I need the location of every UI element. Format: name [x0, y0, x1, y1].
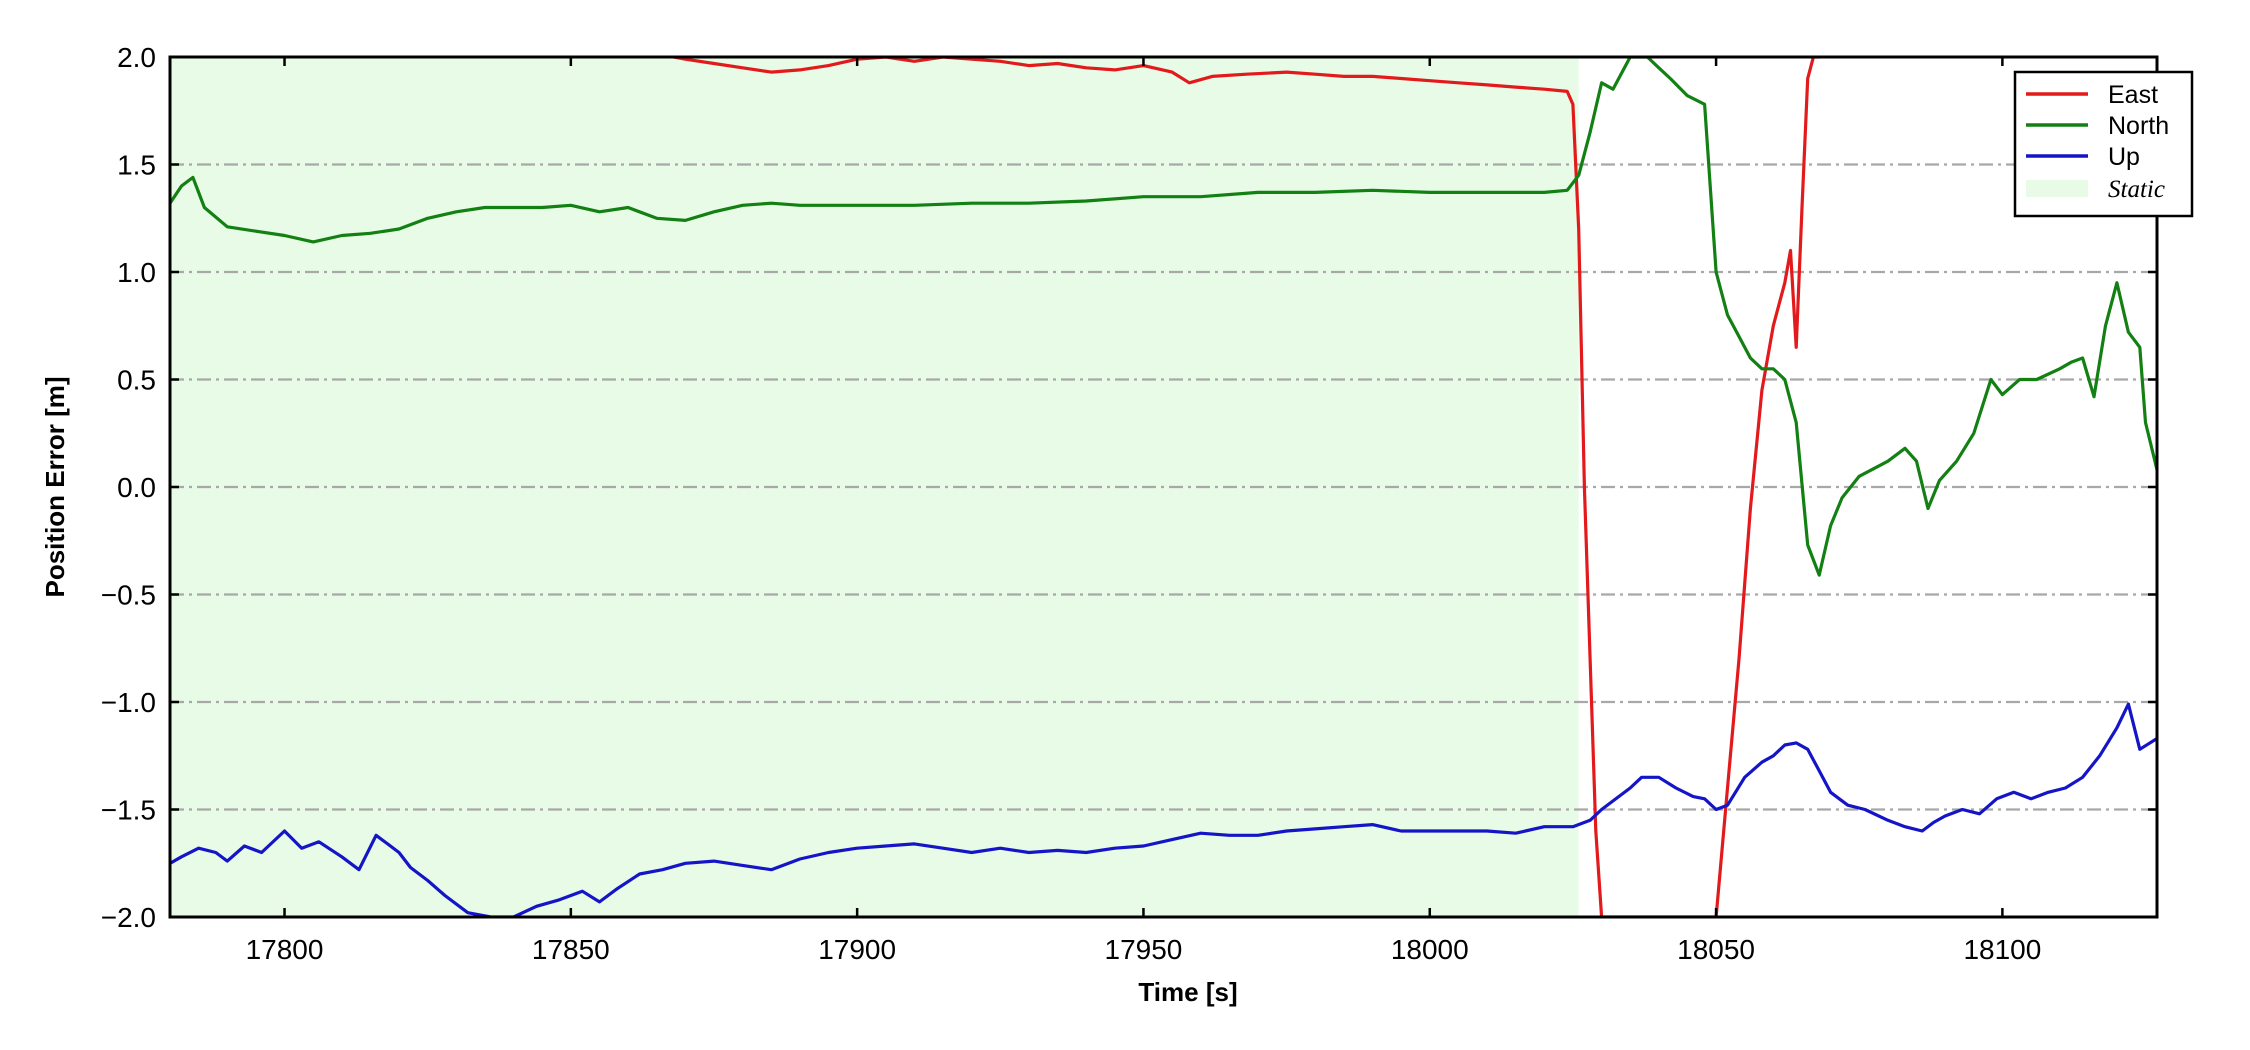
legend-label-north: North — [2108, 112, 2169, 140]
x-tick-label: 17800 — [246, 934, 324, 965]
legend-label-east: East — [2108, 81, 2158, 109]
legend-label-static: Static — [2108, 176, 2165, 203]
x-tick-label: 17900 — [818, 934, 896, 965]
legend-label-up: Up — [2108, 143, 2140, 171]
y-tick-label: 0.0 — [117, 472, 156, 503]
y-tick-label: −2.0 — [101, 902, 156, 933]
y-tick-label: −0.5 — [101, 580, 156, 611]
series-line-north — [170, 57, 2157, 577]
y-axis-ticks: −2.0 −1.5 −1.0 −0.5 0.0 0.5 1.0 1.5 2.0 — [101, 42, 2157, 933]
y-tick-label: 2.0 — [117, 42, 156, 73]
x-tick-label: 18000 — [1391, 934, 1469, 965]
series-line-up — [170, 702, 2157, 917]
y-tick-label: −1.0 — [101, 687, 156, 718]
x-tick-label: 18050 — [1677, 934, 1755, 965]
legend-swatch-static — [2026, 180, 2088, 197]
y-axis-label: Position Error [m] — [40, 376, 70, 597]
legend: East North Up Static — [2013, 70, 2194, 218]
y-tick-label: 1.5 — [117, 150, 156, 181]
y-tick-label: −1.5 — [101, 795, 156, 826]
x-axis-ticks: 17800 17850 17900 17950 18000 18050 18100 — [246, 57, 2041, 965]
grid-lines — [170, 163, 2157, 811]
y-tick-label: 0.5 — [117, 365, 156, 396]
x-tick-label: 18100 — [1963, 934, 2041, 965]
x-tick-label: 17850 — [532, 934, 610, 965]
x-axis-label: Time [s] — [1138, 977, 1237, 1007]
x-tick-label: 17950 — [1105, 934, 1183, 965]
y-tick-label: 1.0 — [117, 257, 156, 288]
